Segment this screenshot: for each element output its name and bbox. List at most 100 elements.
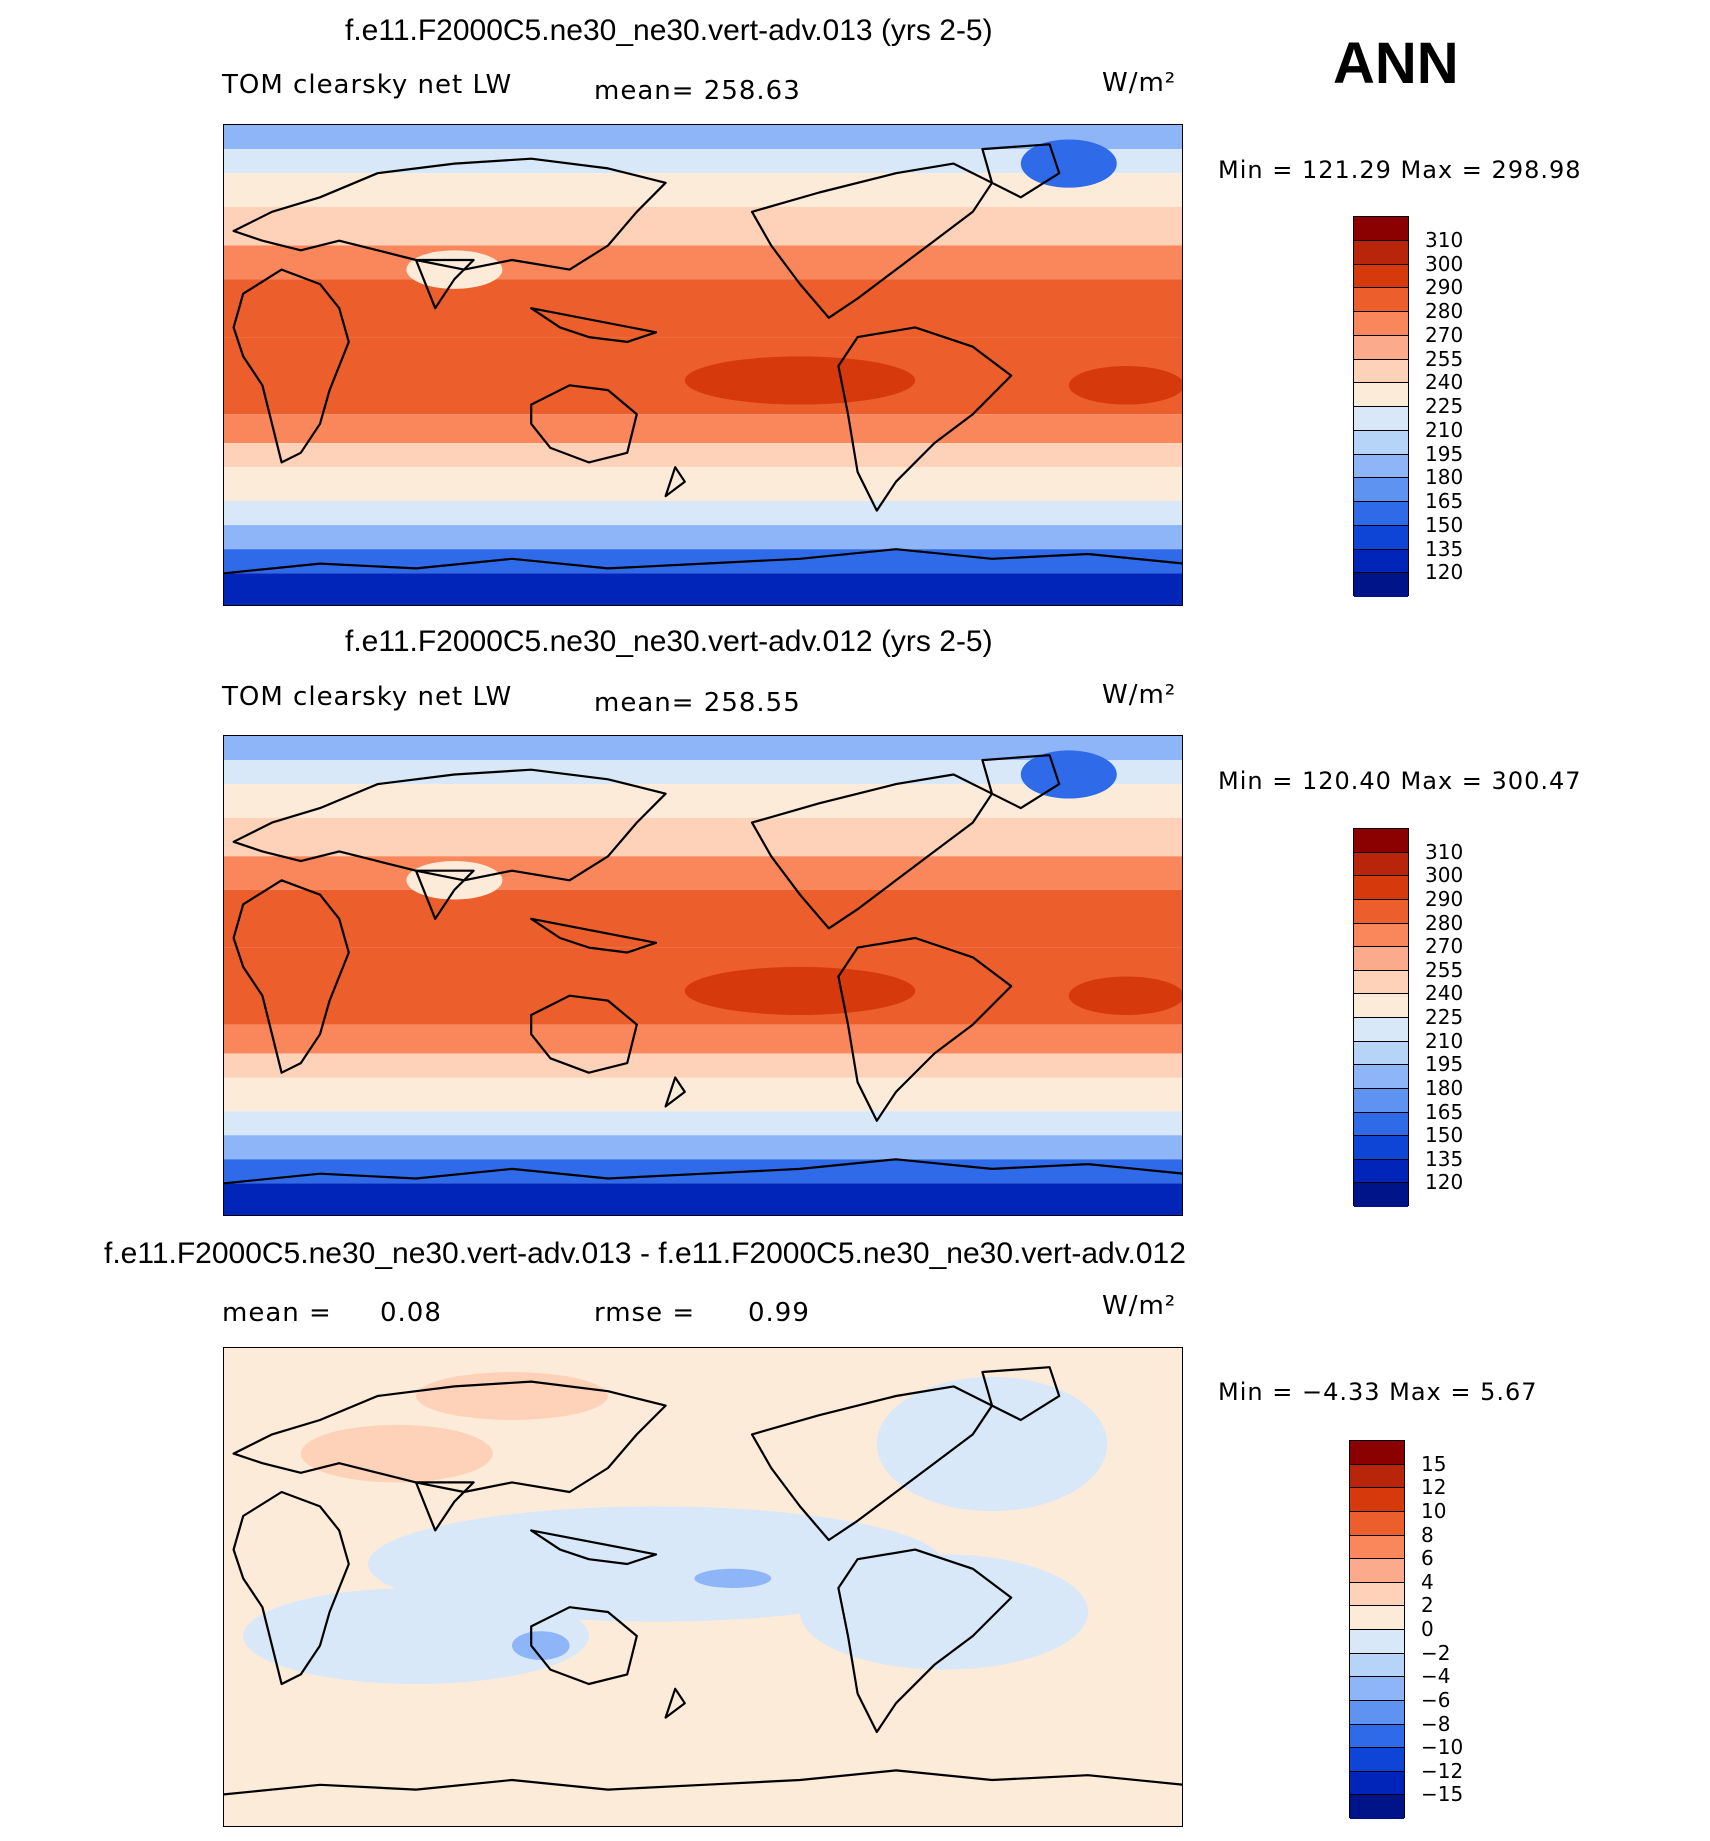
colorbar-tick-label: 150 [1425,1123,1464,1148]
coastline [232,768,667,882]
colorbar-segment [1354,1159,1408,1184]
panel-1-units: W/m² [1102,68,1177,98]
colorbar-tick-label: 290 [1425,886,1464,911]
colorbar-segment [1354,947,1408,971]
contour-band [224,856,1182,890]
colorbar-segment [1350,1771,1404,1796]
colorbar-tick-label: 120 [1425,1170,1464,1195]
colorbar-tick-label: 300 [1425,251,1464,276]
colorbar-tick-label: 165 [1425,489,1464,513]
coastline [530,917,658,954]
colorbar-segment [1354,478,1408,502]
contour-band [224,549,1182,574]
colorbar-segment [1354,430,1408,455]
contour-band [224,173,1182,207]
colorbar-segment [1354,549,1408,574]
colorbar-tick-label: 6 [1421,1546,1434,1571]
panel-1-minmax: Min = 121.29 Max = 298.98 [1218,156,1582,184]
colorbar-segment [1354,312,1408,336]
colorbar-segment [1350,1724,1404,1749]
panel-1-mean: mean= 258.63 [594,76,801,106]
panel-2-minmax: Min = 120.40 Max = 300.47 [1218,767,1582,795]
contour-region [368,1506,944,1622]
colorbar-segment [1350,1535,1404,1560]
colorbar-segment [1350,1700,1404,1725]
contour-band [224,889,1182,948]
coastline [981,1366,1061,1422]
colorbar-tick-label: 15 [1421,1451,1447,1476]
contour-band [224,467,1182,501]
coastline [530,1529,658,1566]
contour-min-region [1020,139,1117,188]
panel-3-mean-label: mean = [222,1298,332,1328]
coastline [232,268,350,464]
panel-3-minmax: Min = −4.33 Max = 5.67 [1218,1378,1538,1406]
contour-band [224,736,1182,761]
colorbar-tick-label: 2 [1421,1593,1434,1618]
contour-max-region [684,966,916,1015]
colorbar-segment [1350,1464,1404,1489]
coastline [224,548,1182,575]
colorbar-tick-label: 255 [1425,346,1464,371]
coastline [837,1548,1013,1734]
coastline-group [224,754,1182,1185]
colorbar-tick-label: 135 [1425,536,1464,561]
colorbar-segment [1354,1112,1408,1137]
coastline-group [224,143,1182,575]
colorbar-tick-label: 310 [1425,227,1464,252]
colorbar-tick-label: −6 [1421,1687,1451,1712]
colorbar-segment [1354,217,1408,241]
coastline [750,773,994,930]
colorbar-segment [1354,1136,1408,1160]
colorbar-segment [1354,335,1408,360]
colorbar-segment [1350,1488,1404,1512]
contour-band [224,1111,1182,1136]
panel-3-mean-value: 0.08 [380,1298,442,1328]
colorbar-tick-label: 210 [1425,417,1464,442]
panel-3-rmse-label: rmse = [594,1298,696,1328]
colorbar-tick-label: −12 [1421,1758,1464,1783]
colorbar-tick-label: 300 [1425,863,1464,888]
contour-region [512,1631,570,1660]
colorbar-segment [1354,502,1408,526]
panel-3-rmse-value: 0.99 [748,1298,810,1328]
panel-2-units: W/m² [1102,680,1177,710]
contour-band [224,443,1182,468]
coastline [664,1687,686,1719]
coastline [414,869,475,920]
colorbar-tick-label: 150 [1425,512,1464,537]
colorbar-segment [1354,1018,1408,1042]
colorbar-segment [1350,1511,1404,1536]
coastline [224,1158,1182,1185]
coastline [981,143,1061,199]
panel-3-title: f.e11.F2000C5.ne30_ne30.vert-adv.013 - f… [104,1237,1186,1270]
colorbar-segment [1350,1441,1404,1465]
colorbar-tick-label: 195 [1425,1052,1464,1077]
colorbar-tick-label: 210 [1425,1028,1464,1053]
contour-band [224,1024,1182,1054]
contour-band [224,1077,1182,1112]
coastline [750,1385,994,1542]
colorbar-tick-label: 4 [1421,1569,1434,1594]
coastline [414,258,475,310]
contour-band [224,817,1182,857]
coastline-group [224,1366,1182,1796]
colorbar-segment [1354,829,1408,853]
colorbar-segment [1350,1653,1404,1678]
colorbar-tick-label: 270 [1425,934,1464,959]
panel-1-colorbar-bar [1353,216,1409,597]
panel-1-title: f.e11.F2000C5.ne30_ne30.vert-adv.013 (yr… [345,14,993,47]
colorbar-tick-label: 135 [1425,1146,1464,1171]
colorbar-segment [1354,525,1408,550]
contour-band [224,1053,1182,1078]
colorbar-tick-label: 225 [1425,1005,1464,1029]
colorbar-tick-label: 280 [1425,299,1464,323]
panel-3-colorbar-bar [1349,1440,1405,1819]
panel-1-variable-label: TOM clearsky net LW [222,70,513,100]
colorbar-segment [1354,359,1408,384]
colorbar-tick-label: 225 [1425,394,1464,418]
coastline [232,157,667,271]
contour-band [224,525,1182,550]
colorbar-segment [1354,383,1408,407]
colorbar-segment [1350,1795,1404,1819]
